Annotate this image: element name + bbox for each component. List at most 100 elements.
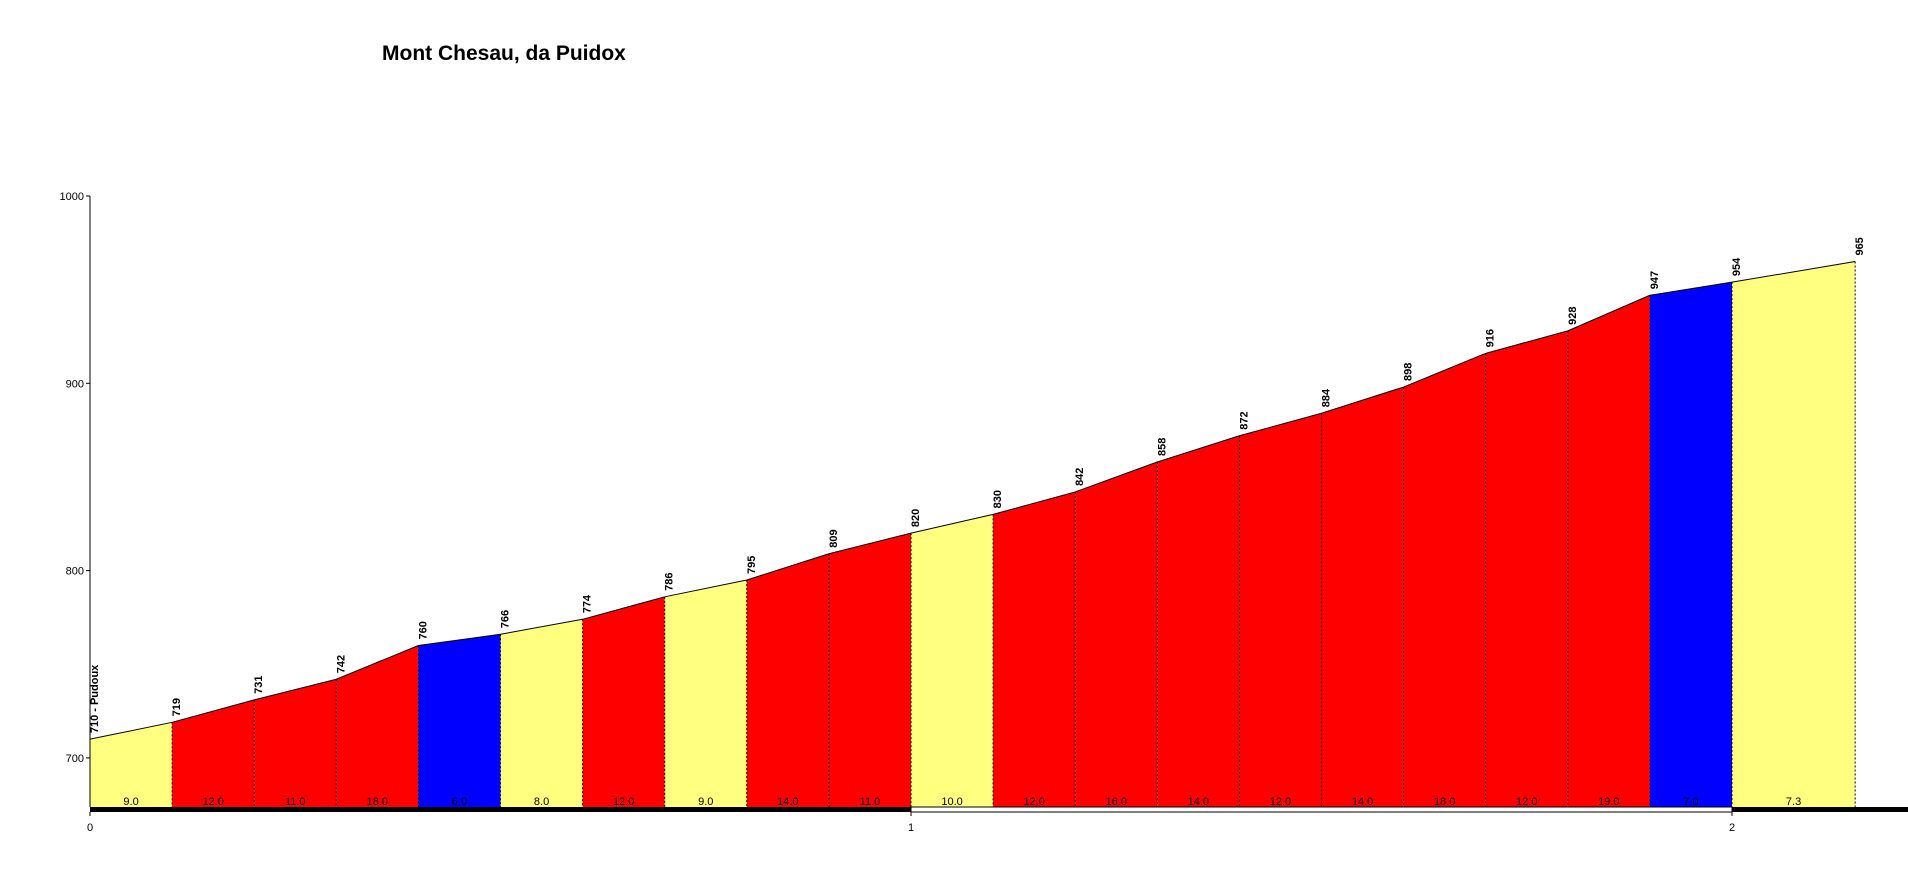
profile-line-13 — [1075, 461, 1158, 493]
y-tick-label: 800 — [66, 566, 84, 578]
gradient-label: 11.0 — [285, 796, 306, 808]
profile-line-20 — [1649, 281, 1733, 296]
gradient-label: 7.0 — [1683, 796, 1698, 808]
gradient-label: 11.0 — [860, 796, 881, 808]
gradient-label: 9.0 — [698, 796, 713, 808]
x-tick-label: 2 — [1729, 822, 1735, 834]
segment-13 — [1075, 461, 1158, 807]
gradient-label: 18.0 — [1434, 796, 1455, 808]
segment-9 — [746, 553, 829, 807]
altitude-label: 795 — [746, 556, 758, 574]
segment-3 — [254, 679, 337, 807]
profile-line-9 — [746, 553, 830, 581]
profile-line-5 — [418, 633, 501, 647]
profile-line-21 — [1731, 261, 1856, 283]
altitude-label: 884 — [1321, 388, 1333, 407]
altitude-label: 842 — [1074, 468, 1086, 486]
gradient-label: 10.0 — [941, 796, 962, 808]
gradient-label: 9.0 — [123, 796, 138, 808]
gradient-label: 18.0 — [367, 796, 388, 808]
segment-fills — [90, 261, 1856, 808]
distance-bar-km-1 — [90, 807, 911, 812]
profile-line-14 — [1157, 435, 1240, 463]
segment-5 — [418, 634, 501, 807]
gradient-label: 16.0 — [1106, 796, 1127, 808]
segment-16 — [1321, 387, 1404, 807]
segment-2 — [172, 699, 255, 807]
segment-14 — [1157, 435, 1240, 807]
segment-8 — [664, 579, 747, 807]
gradient-label: 12.0 — [613, 796, 634, 808]
gradient-label: 8.0 — [534, 796, 549, 808]
segment-21 — [1732, 261, 1856, 807]
gradient-label: 14.0 — [1352, 796, 1373, 808]
segment-15 — [1239, 413, 1322, 807]
altitude-label: 965 — [1854, 237, 1866, 255]
altitude-label: 872 — [1238, 411, 1250, 429]
segment-19 — [1567, 295, 1650, 807]
gradient-label: 14.0 — [1188, 796, 1209, 808]
altitude-label: 710 - Pudoux — [89, 664, 101, 733]
altitude-label: 820 — [910, 509, 922, 527]
segment-10 — [828, 533, 911, 807]
altitude-label: 916 — [1485, 329, 1497, 347]
x-tick-label: 1 — [908, 822, 914, 834]
profile-line-4 — [336, 645, 419, 680]
segment-dividers — [171, 261, 1856, 807]
profile-line-8 — [664, 579, 747, 598]
gradient-label: 19.0 — [1598, 796, 1619, 808]
gradient-label: 12.0 — [202, 796, 223, 808]
altitude-labels: 710 - Pudoux 719 731 742 760 766 774 786 795 809 8… — [89, 237, 1866, 733]
altitude-label: 731 — [253, 675, 265, 693]
y-tick-label: 700 — [66, 753, 84, 765]
gradient-label: 12.0 — [1023, 796, 1044, 808]
gradient-label: 12.0 — [1270, 796, 1291, 808]
y-tick-label: 1000 — [60, 191, 84, 203]
altitude-label: 760 — [417, 621, 429, 639]
profile-line-12 — [992, 491, 1076, 515]
segment-6 — [500, 619, 583, 807]
gradient-label: 12.0 — [1516, 796, 1537, 808]
segment-18 — [1485, 330, 1568, 807]
altitude-label: 786 — [664, 572, 676, 590]
altitude-label: 898 — [1403, 363, 1415, 381]
segment-12 — [993, 491, 1076, 807]
distance-bar-km-3 — [1732, 807, 1908, 812]
altitude-label: 766 — [500, 610, 512, 628]
profile-line-3 — [254, 678, 337, 701]
segment-1 — [90, 722, 173, 807]
profile-line-2 — [171, 699, 255, 723]
x-axis: 0 1 2 — [87, 812, 1735, 834]
segment-20 — [1649, 282, 1732, 808]
segment-11 — [911, 514, 994, 807]
segment-4 — [336, 645, 419, 807]
profile-line-15 — [1239, 412, 1322, 437]
profile-line-6 — [500, 618, 583, 635]
altitude-label: 742 — [335, 655, 347, 673]
segment-17 — [1403, 353, 1486, 807]
gradient-label: 14.0 — [777, 796, 798, 808]
profile-line-19 — [1567, 294, 1651, 332]
altitude-label: 774 — [582, 594, 594, 613]
altitude-label: 809 — [828, 529, 840, 547]
y-axis: 700 800 900 1000 — [60, 191, 91, 807]
chart-title: Mont Chesau, da Puidox — [382, 42, 626, 65]
profile-line-1 — [89, 721, 173, 740]
altitude-label: 947 — [1649, 271, 1661, 289]
altitude-label: 954 — [1731, 257, 1743, 276]
altitude-label: 858 — [1156, 438, 1168, 456]
profile-line-16 — [1321, 386, 1404, 414]
x-tick-label: 0 — [87, 822, 93, 834]
altitude-label: 719 — [171, 698, 183, 716]
profile-line-7 — [582, 596, 665, 620]
y-tick-label: 900 — [66, 378, 84, 390]
altitude-label: 830 — [992, 490, 1004, 508]
altitude-label: 928 — [1567, 306, 1579, 324]
profile-line-10 — [828, 532, 912, 555]
distance-bar — [90, 806, 1908, 813]
profile-line-11 — [910, 513, 994, 534]
gradient-label: 6.0 — [452, 796, 467, 808]
gradient-label: 7.3 — [1786, 796, 1801, 808]
gradient-labels: 9.0 12.0 11.0 18.0 6.0 8.0 12.0 9.0 14.0 11.0 10.0… — [123, 796, 1801, 808]
